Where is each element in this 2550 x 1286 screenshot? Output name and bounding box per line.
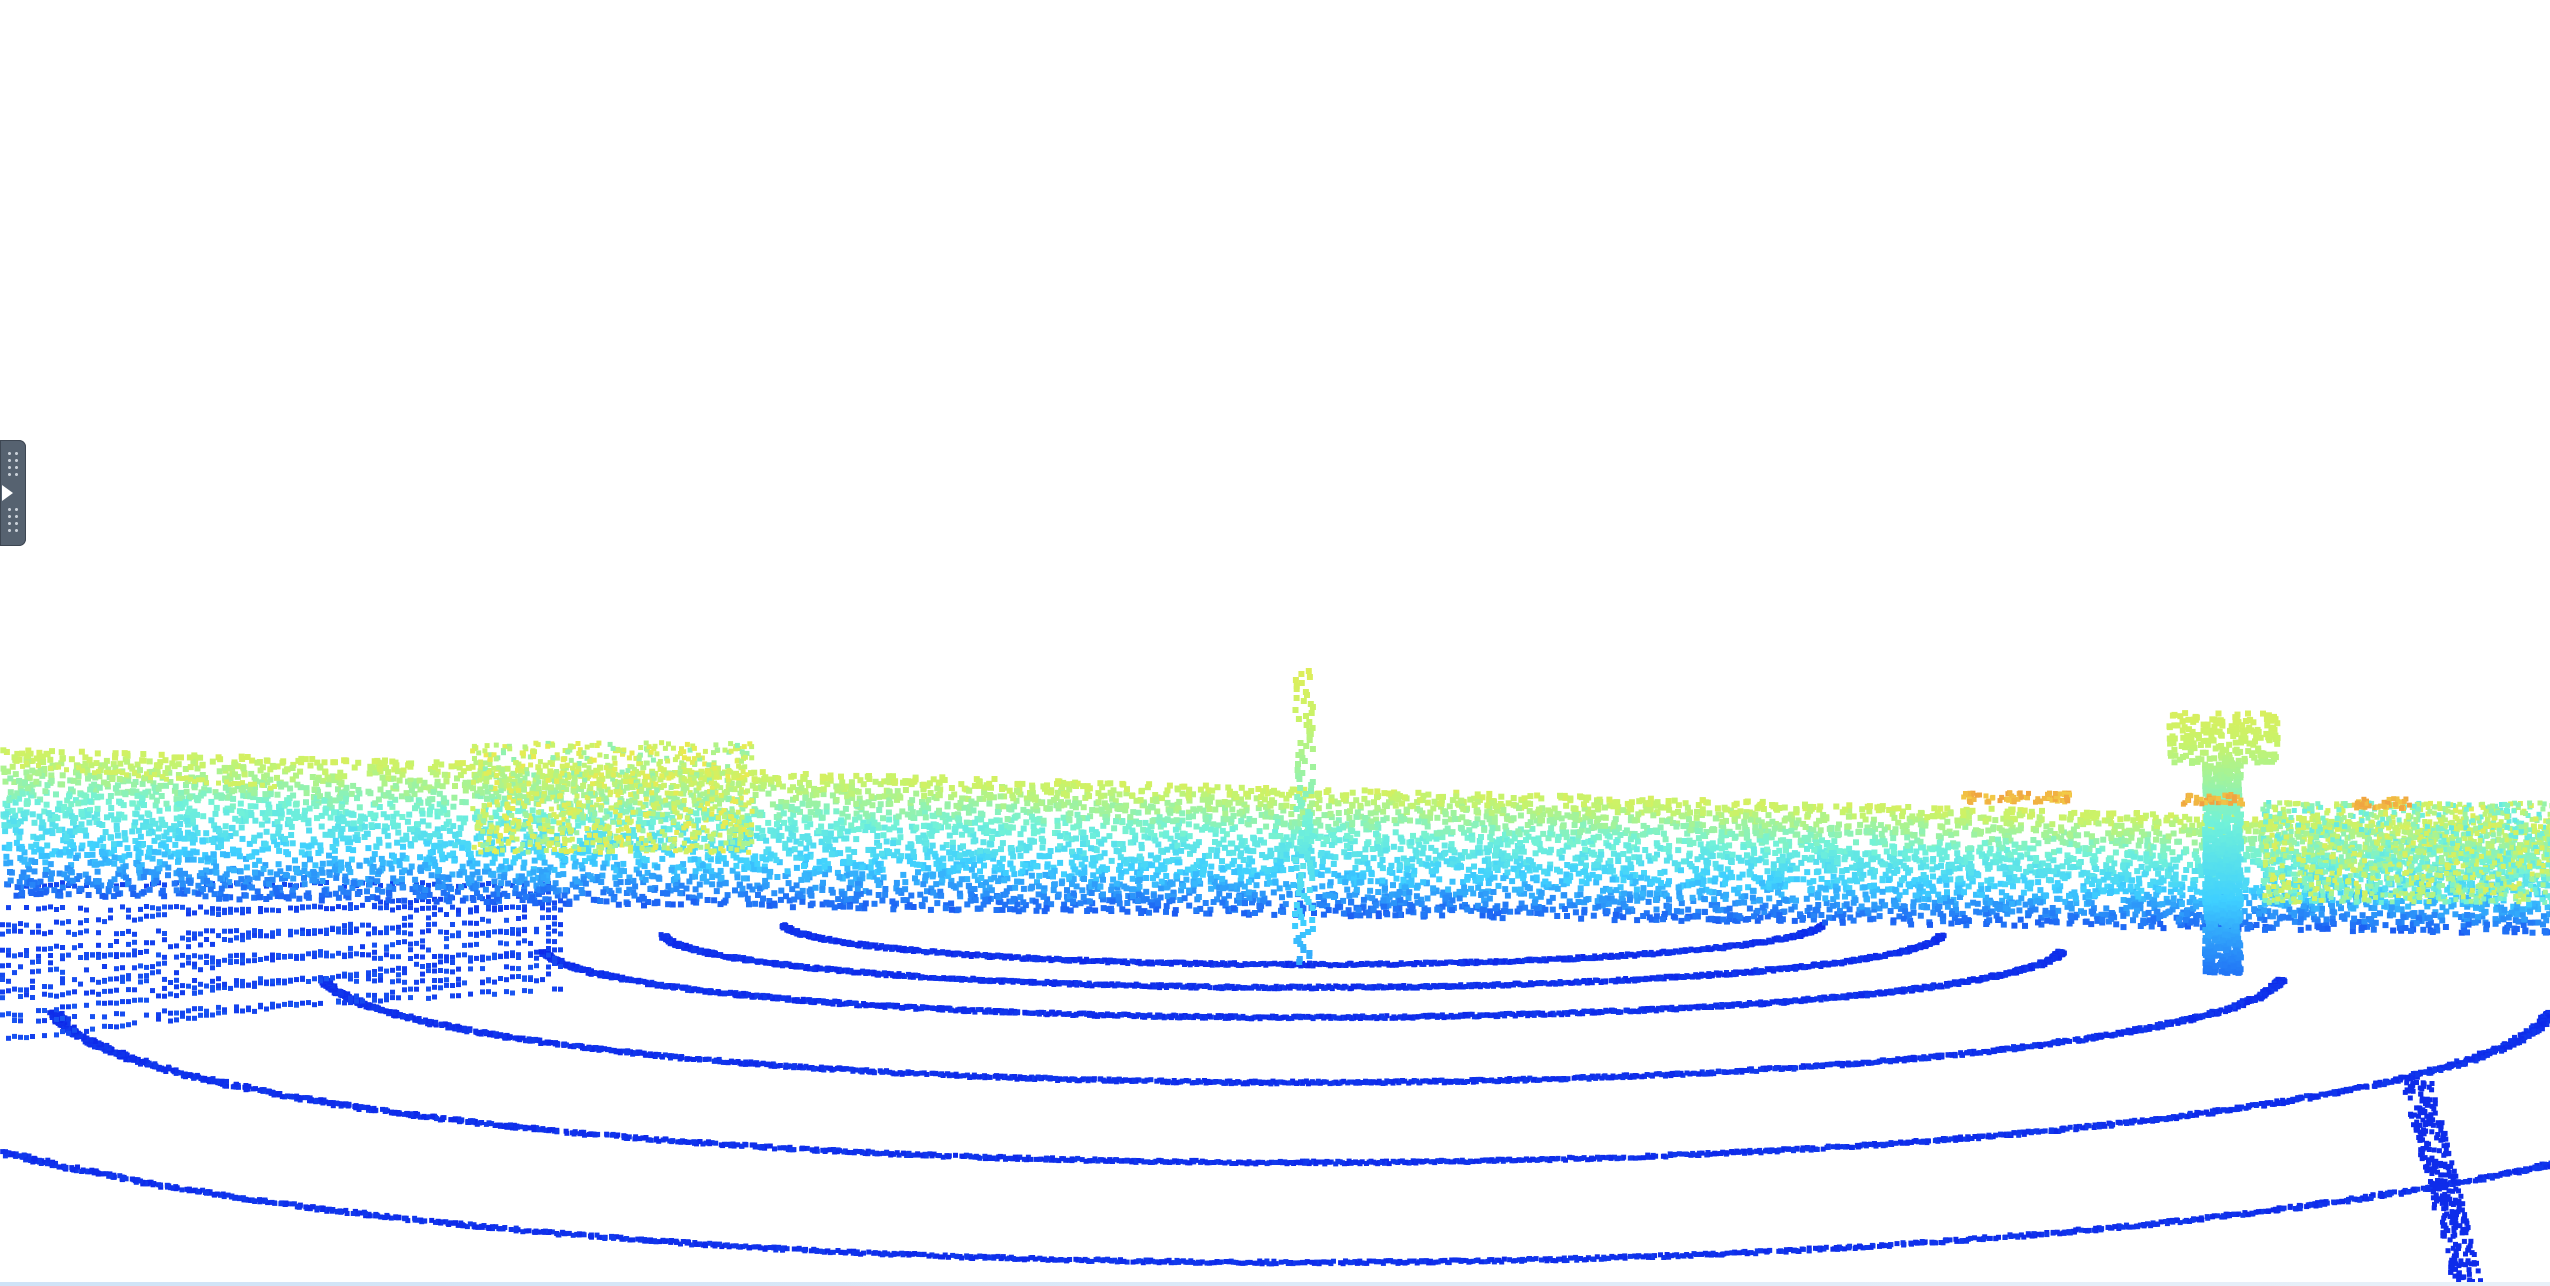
grip-dots-icon: [6, 506, 20, 536]
expand-arrow-icon[interactable]: [2, 485, 13, 501]
point-cloud-points: [0, 668, 2550, 1285]
grip-dots-icon: [6, 450, 20, 480]
panel-toggle-handle[interactable]: [0, 440, 26, 546]
bottom-scroll-strip: [0, 1282, 2550, 1286]
